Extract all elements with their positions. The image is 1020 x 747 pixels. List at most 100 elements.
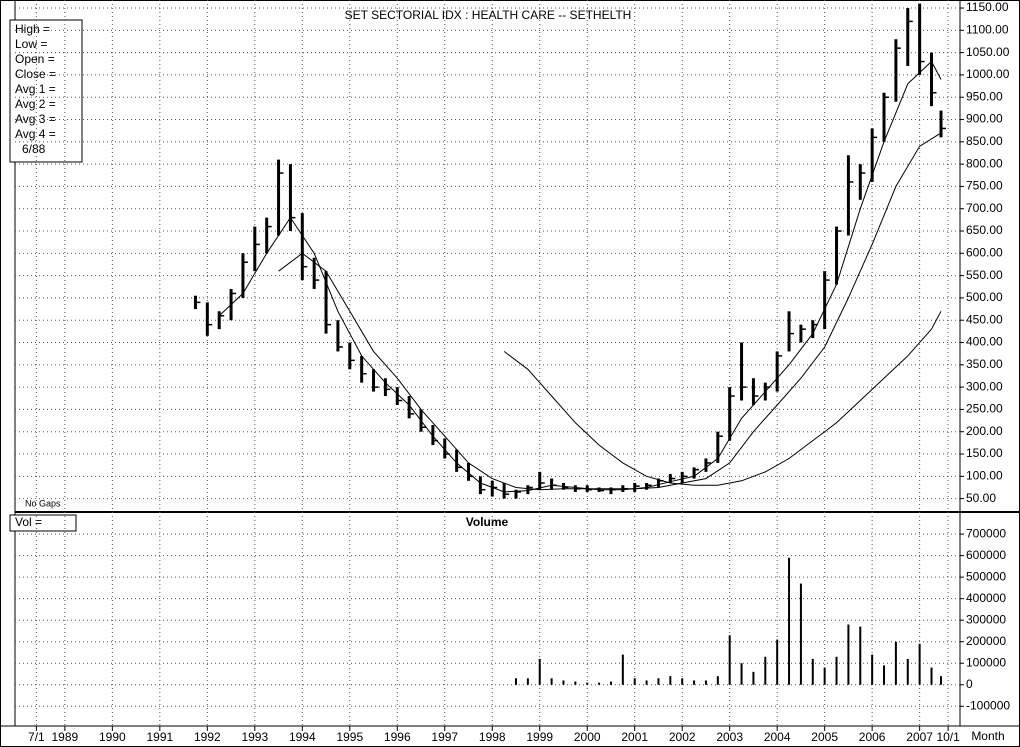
volume-bar bbox=[586, 682, 589, 685]
volume-bar bbox=[940, 676, 943, 685]
volume-bar bbox=[609, 681, 612, 685]
volume-bar bbox=[859, 626, 862, 685]
volume-bar bbox=[598, 682, 601, 685]
x-tick-label: 1998 bbox=[479, 730, 506, 744]
y-tick-label: 400000 bbox=[966, 591, 1006, 605]
x-tick-label: 2005 bbox=[811, 730, 838, 744]
y-tick-label: 500000 bbox=[966, 569, 1006, 583]
y-tick-label: 200000 bbox=[966, 634, 1006, 648]
volume-bar bbox=[669, 676, 672, 685]
y-tick-label: 950.00 bbox=[966, 89, 1003, 103]
volume-bar bbox=[562, 680, 565, 685]
volume-bar bbox=[526, 678, 529, 685]
volume-bar bbox=[823, 667, 826, 685]
note: No Gaps bbox=[25, 498, 61, 508]
y-tick-label: 300000 bbox=[966, 612, 1006, 626]
info-label: Open = bbox=[15, 52, 55, 66]
y-tick-label: 100.00 bbox=[966, 468, 1003, 482]
info-label: Close = bbox=[15, 67, 56, 81]
volume-bar bbox=[811, 658, 814, 685]
x-tick-label: 1990 bbox=[99, 730, 126, 744]
volume-bar bbox=[550, 678, 553, 685]
volume-bar bbox=[657, 678, 660, 685]
y-tick-label: 350.00 bbox=[966, 357, 1003, 371]
x-tick-label: 1992 bbox=[194, 730, 221, 744]
y-tick-label: 850.00 bbox=[966, 134, 1003, 148]
x-tick-label: 2001 bbox=[621, 730, 648, 744]
y-tick-label: 650.00 bbox=[966, 223, 1003, 237]
vol-info-box bbox=[9, 514, 77, 532]
volume-bar bbox=[728, 635, 731, 685]
volume-bar bbox=[894, 641, 897, 685]
x-tick-label: 2000 bbox=[574, 730, 601, 744]
info-label: Avg 4 = bbox=[15, 127, 56, 141]
x-tick-label: 7/1 bbox=[28, 730, 45, 744]
y-tick-label: 900.00 bbox=[966, 112, 1003, 126]
x-tick-label: 2007 bbox=[906, 730, 933, 744]
volume-bar bbox=[930, 667, 933, 685]
volume-bar bbox=[693, 680, 696, 685]
volume-bar bbox=[776, 639, 779, 685]
info-label: High = bbox=[15, 22, 50, 36]
y-tick-label: 0 bbox=[966, 677, 973, 691]
x-tick-label: 2002 bbox=[669, 730, 696, 744]
volume-bar bbox=[883, 665, 886, 685]
volume-bar bbox=[621, 654, 624, 685]
volume-bar bbox=[764, 656, 767, 685]
x-tick-label: 1989 bbox=[52, 730, 79, 744]
x-axis-label: Month bbox=[971, 729, 1004, 743]
y-tick-label: 600.00 bbox=[966, 245, 1003, 259]
y-tick-label: 1000.00 bbox=[966, 67, 1010, 81]
volume-bar bbox=[835, 656, 838, 685]
volume-bar bbox=[906, 658, 909, 685]
y-tick-label: 150.00 bbox=[966, 446, 1003, 460]
x-tick-label: 1996 bbox=[384, 730, 411, 744]
y-tick-label: 700000 bbox=[966, 526, 1006, 540]
y-tick-label: 400.00 bbox=[966, 335, 1003, 349]
volume-bar bbox=[799, 583, 802, 685]
volume-bar bbox=[871, 654, 874, 685]
y-tick-label: 300.00 bbox=[966, 379, 1003, 393]
volume-bar bbox=[538, 658, 541, 685]
x-tick-label: 1999 bbox=[526, 730, 553, 744]
y-tick-label: 1100.00 bbox=[966, 22, 1009, 36]
y-tick-label: 100000 bbox=[966, 655, 1006, 669]
volume-bar bbox=[752, 671, 755, 685]
x-tick-label: 1994 bbox=[289, 730, 316, 744]
info-label: Avg 2 = bbox=[15, 97, 56, 111]
y-tick-label: 500.00 bbox=[966, 290, 1003, 304]
volume-bar bbox=[704, 680, 707, 685]
volume-bar bbox=[681, 678, 684, 685]
volume-bar bbox=[633, 678, 636, 685]
x-tick-label: 1991 bbox=[146, 730, 173, 744]
chart-title: SET SECTORIAL IDX : HEALTH CARE -- SETHE… bbox=[345, 8, 632, 22]
y-tick-label: 600000 bbox=[966, 548, 1006, 562]
x-tick-label: 2004 bbox=[764, 730, 791, 744]
y-tick-label: 250.00 bbox=[966, 402, 1003, 416]
x-tick-label: 10/1 bbox=[936, 730, 960, 744]
info-label: Low = bbox=[15, 37, 47, 51]
y-tick-label: 50.00 bbox=[966, 491, 996, 505]
y-tick-label: -100000 bbox=[966, 698, 1010, 712]
y-tick-label: 1050.00 bbox=[966, 45, 1010, 59]
x-tick-label: 1997 bbox=[431, 730, 458, 744]
y-tick-label: 700.00 bbox=[966, 201, 1003, 215]
volume-bar bbox=[918, 643, 921, 685]
vol-info: Vol = bbox=[15, 515, 42, 529]
x-tick-label: 2003 bbox=[716, 730, 743, 744]
volume-bar bbox=[574, 681, 577, 685]
moving-average bbox=[278, 132, 942, 491]
y-tick-label: 750.00 bbox=[966, 179, 1003, 193]
info-label: Avg 1 = bbox=[15, 82, 56, 96]
y-tick-label: 1150.00 bbox=[966, 0, 1009, 14]
moving-average bbox=[503, 311, 942, 486]
y-tick-label: 550.00 bbox=[966, 268, 1003, 282]
x-tick-label: 2006 bbox=[859, 730, 886, 744]
volume-bar bbox=[514, 678, 517, 685]
x-tick-label: 1995 bbox=[336, 730, 363, 744]
volume-title: Volume bbox=[466, 515, 509, 529]
info-label: 6/88 bbox=[22, 142, 46, 156]
